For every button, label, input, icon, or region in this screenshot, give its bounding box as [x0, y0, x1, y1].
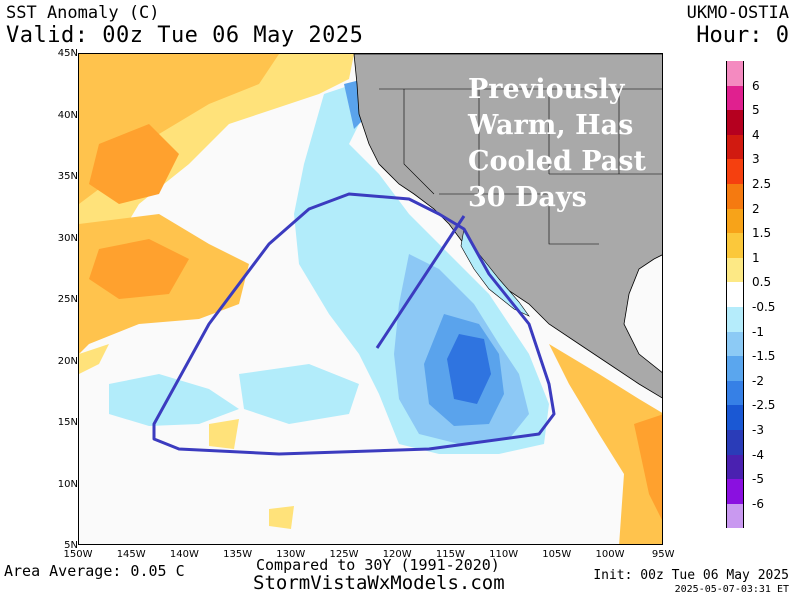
- legend-tick-label: -0.5: [752, 300, 776, 314]
- legend-tick-label: 1.5: [752, 226, 772, 241]
- legend-color-swatch: [726, 110, 744, 135]
- lat-tick-label: 25N: [57, 294, 78, 305]
- generated-timestamp: 2025-05-07-03:31 ET: [674, 584, 789, 595]
- legend-color-swatch: [726, 257, 744, 283]
- legend-tick-label: -2: [752, 373, 764, 388]
- lon-tick-label: 105W: [542, 549, 572, 560]
- legend-tick-label: -2.5: [752, 398, 776, 413]
- annotation-line: 30 Days: [468, 182, 587, 213]
- sst-anomaly-map: [78, 53, 663, 545]
- lon-tick-label: 150W: [63, 549, 93, 560]
- legend-tick-label: -6: [752, 496, 764, 511]
- lat-tick-label: 30N: [57, 232, 78, 244]
- legend-tick-label: -1: [752, 324, 764, 339]
- legend-color-swatch: [726, 159, 744, 184]
- legend-tick-label: 2.5: [752, 177, 772, 191]
- legend-color-swatch: [726, 208, 744, 234]
- forecast-hour: Hour: 0: [696, 23, 789, 48]
- legend-color-swatch: [726, 356, 744, 381]
- lat-tick-label: 10N: [57, 478, 78, 490]
- lon-tick-label: 120W: [382, 549, 412, 560]
- legend-color-swatch: [726, 184, 744, 209]
- lon-tick-label: 110W: [489, 549, 519, 560]
- legend-color-swatch: [726, 331, 744, 357]
- lat-tick-label: 40N: [57, 109, 78, 121]
- legend-tick-label: 4: [752, 127, 760, 142]
- area-average: Area Average: 0.05 C: [4, 562, 185, 580]
- product-title: SST Anomaly (C): [6, 3, 160, 23]
- legend-tick-label: -1.5: [752, 349, 776, 364]
- lon-tick-label: 125W: [329, 549, 359, 560]
- lon-tick-label: 115W: [435, 549, 465, 560]
- legend-color-swatch: [726, 430, 744, 455]
- lon-tick-label: 135W: [223, 549, 253, 560]
- legend-color-swatch: [726, 282, 744, 307]
- annotation-line: Warm, Has: [468, 110, 634, 141]
- legend-color-swatch: [726, 380, 744, 406]
- cooled-region-outline: [152, 192, 556, 456]
- legend-color-swatch: [726, 307, 744, 332]
- legend-tick-label: -5: [752, 472, 764, 487]
- legend-tick-label: 1: [752, 250, 760, 265]
- map-annotation: Previously Warm, Has Cooled Past 30 Days: [468, 72, 646, 216]
- map-canvas: [79, 54, 662, 544]
- legend-color-swatch: [726, 134, 744, 160]
- lat-tick-label: 20N: [57, 355, 78, 367]
- init-time: Init: 00z Tue 06 May 2025: [593, 568, 789, 583]
- legend-tick-label: 3: [752, 152, 760, 167]
- lon-tick-label: 145W: [116, 549, 146, 560]
- lon-tick-label: 130W: [276, 549, 306, 560]
- lon-tick-label: 140W: [169, 549, 199, 560]
- legend-color-swatch: [726, 479, 744, 504]
- legend-color-swatch: [726, 233, 744, 258]
- legend-tick-label: 0.5: [752, 275, 772, 290]
- legend-color-swatch: [726, 503, 744, 529]
- lon-tick-label: 100W: [595, 549, 625, 560]
- legend-tick-label: 5: [752, 103, 760, 118]
- lat-tick-label: 35N: [57, 171, 78, 182]
- warm-anomaly-regions: [79, 54, 662, 544]
- valid-time: Valid: 00z Tue 06 May 2025: [6, 23, 364, 48]
- legend-tick-label: 6: [752, 78, 760, 93]
- lat-tick-label: 45N: [57, 48, 78, 59]
- legend-color-swatch: [726, 405, 744, 430]
- website-credit: StormVistaWxModels.com: [253, 572, 505, 594]
- legend-tick-label: -3: [752, 423, 764, 437]
- cool-anomaly-regions: [109, 79, 549, 454]
- lat-tick-label: 15N: [57, 417, 78, 428]
- legend-tick-label: -4: [752, 447, 764, 462]
- annotation-line: Previously: [468, 74, 625, 105]
- north-america-land: [353, 54, 662, 399]
- legend-color-swatch: [726, 61, 744, 86]
- annotation-line: Cooled Past: [468, 146, 646, 177]
- cooled-region-pointer: [375, 215, 466, 349]
- state-boundaries: [379, 88, 662, 245]
- legend-color-swatch: [726, 454, 744, 480]
- lon-tick-label: 95W: [651, 549, 675, 560]
- legend-color-swatch: [726, 85, 744, 111]
- legend-tick-label: 2: [752, 201, 760, 216]
- climatology-note: Compared to 30Y (1991-2020): [256, 556, 500, 574]
- lat-tick-label: 5N: [64, 540, 78, 551]
- model-name: UKMO-OSTIA: [686, 3, 789, 23]
